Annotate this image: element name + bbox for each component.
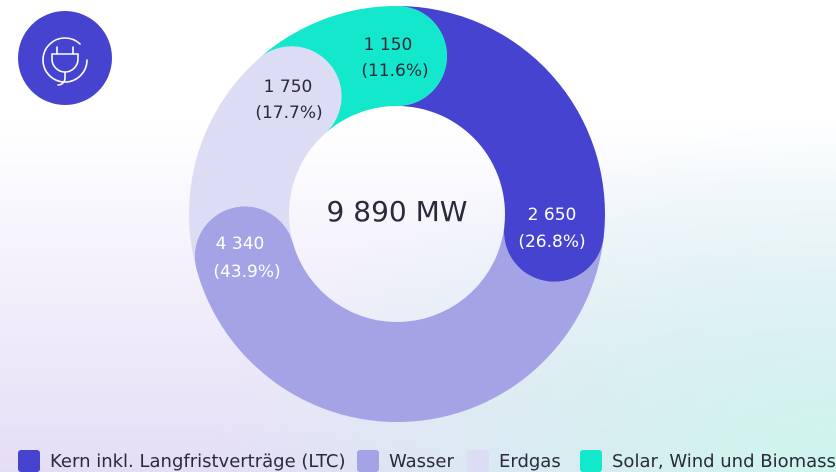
percentage-label: (26.8%) (518, 232, 585, 252)
center-label: 9 890 MW (327, 195, 468, 228)
legend-label: Wasser (389, 451, 455, 472)
percentage-label: (43.9%) (213, 262, 280, 282)
value-label: 2 650 (528, 205, 577, 225)
legend-swatch (467, 450, 489, 472)
value-label: 1 750 (264, 77, 313, 97)
value-label: 4 340 (216, 234, 265, 254)
legend-swatch (357, 450, 379, 472)
donut (189, 6, 606, 423)
percentage-label: (11.6%) (361, 61, 428, 81)
donut-segment (397, 6, 606, 282)
legend-label: Solar, Wind und Biomasse (612, 451, 836, 472)
legend-label: Erdgas (499, 451, 561, 472)
legend-swatch (18, 450, 40, 472)
value-label: 1 150 (364, 35, 413, 55)
donut-segment (189, 46, 342, 270)
donut-segment (258, 6, 447, 134)
legend-swatch (580, 450, 602, 472)
donut-segment (194, 206, 604, 423)
plug-icon (18, 11, 112, 105)
percentage-label: (17.7%) (255, 103, 322, 123)
legend-label: Kern inkl. Langfristverträge (LTC) (50, 451, 345, 472)
